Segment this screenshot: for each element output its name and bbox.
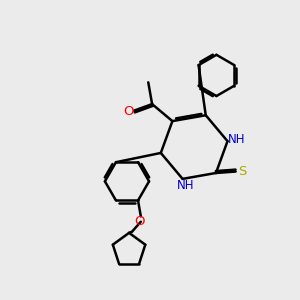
Text: NH: NH xyxy=(177,179,194,192)
Text: S: S xyxy=(238,165,247,178)
Text: O: O xyxy=(124,105,134,118)
Text: O: O xyxy=(134,215,145,228)
Text: NH: NH xyxy=(228,133,245,146)
